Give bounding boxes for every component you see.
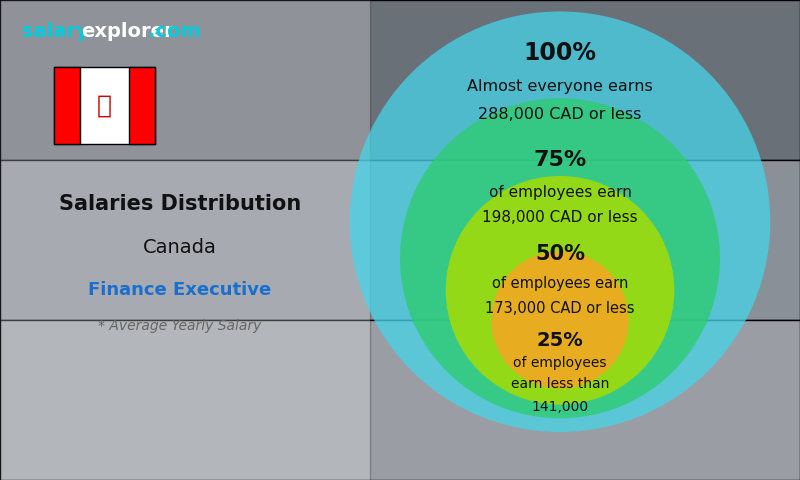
Text: Almost everyone earns: Almost everyone earns <box>467 79 653 95</box>
Text: salary: salary <box>22 22 88 41</box>
Text: 50%: 50% <box>535 244 585 264</box>
Text: 141,000: 141,000 <box>531 400 589 414</box>
Text: of employees earn: of employees earn <box>489 184 631 200</box>
Text: 288,000 CAD or less: 288,000 CAD or less <box>478 107 642 122</box>
Circle shape <box>400 98 720 418</box>
Text: 198,000 CAD or less: 198,000 CAD or less <box>482 210 638 225</box>
Text: 75%: 75% <box>534 150 586 170</box>
Text: earn less than: earn less than <box>511 377 609 391</box>
FancyBboxPatch shape <box>129 67 155 144</box>
Circle shape <box>446 176 674 405</box>
Text: Canada: Canada <box>143 238 217 257</box>
FancyBboxPatch shape <box>54 67 80 144</box>
Circle shape <box>491 252 629 389</box>
Text: Salaries Distribution: Salaries Distribution <box>59 194 301 214</box>
FancyBboxPatch shape <box>0 0 370 480</box>
Text: of employees earn: of employees earn <box>492 276 628 291</box>
Circle shape <box>350 12 770 432</box>
Text: 173,000 CAD or less: 173,000 CAD or less <box>486 301 634 316</box>
Text: 25%: 25% <box>537 331 583 350</box>
Text: 🍁: 🍁 <box>97 94 112 118</box>
Text: of employees: of employees <box>514 357 606 371</box>
Text: explorer: explorer <box>81 22 174 41</box>
Text: .com: .com <box>148 22 200 41</box>
FancyBboxPatch shape <box>54 67 155 144</box>
Text: Finance Executive: Finance Executive <box>88 281 272 300</box>
FancyBboxPatch shape <box>0 320 800 480</box>
FancyBboxPatch shape <box>0 160 800 320</box>
FancyBboxPatch shape <box>0 0 800 160</box>
Text: 100%: 100% <box>523 41 597 65</box>
Text: * Average Yearly Salary: * Average Yearly Salary <box>98 319 262 334</box>
